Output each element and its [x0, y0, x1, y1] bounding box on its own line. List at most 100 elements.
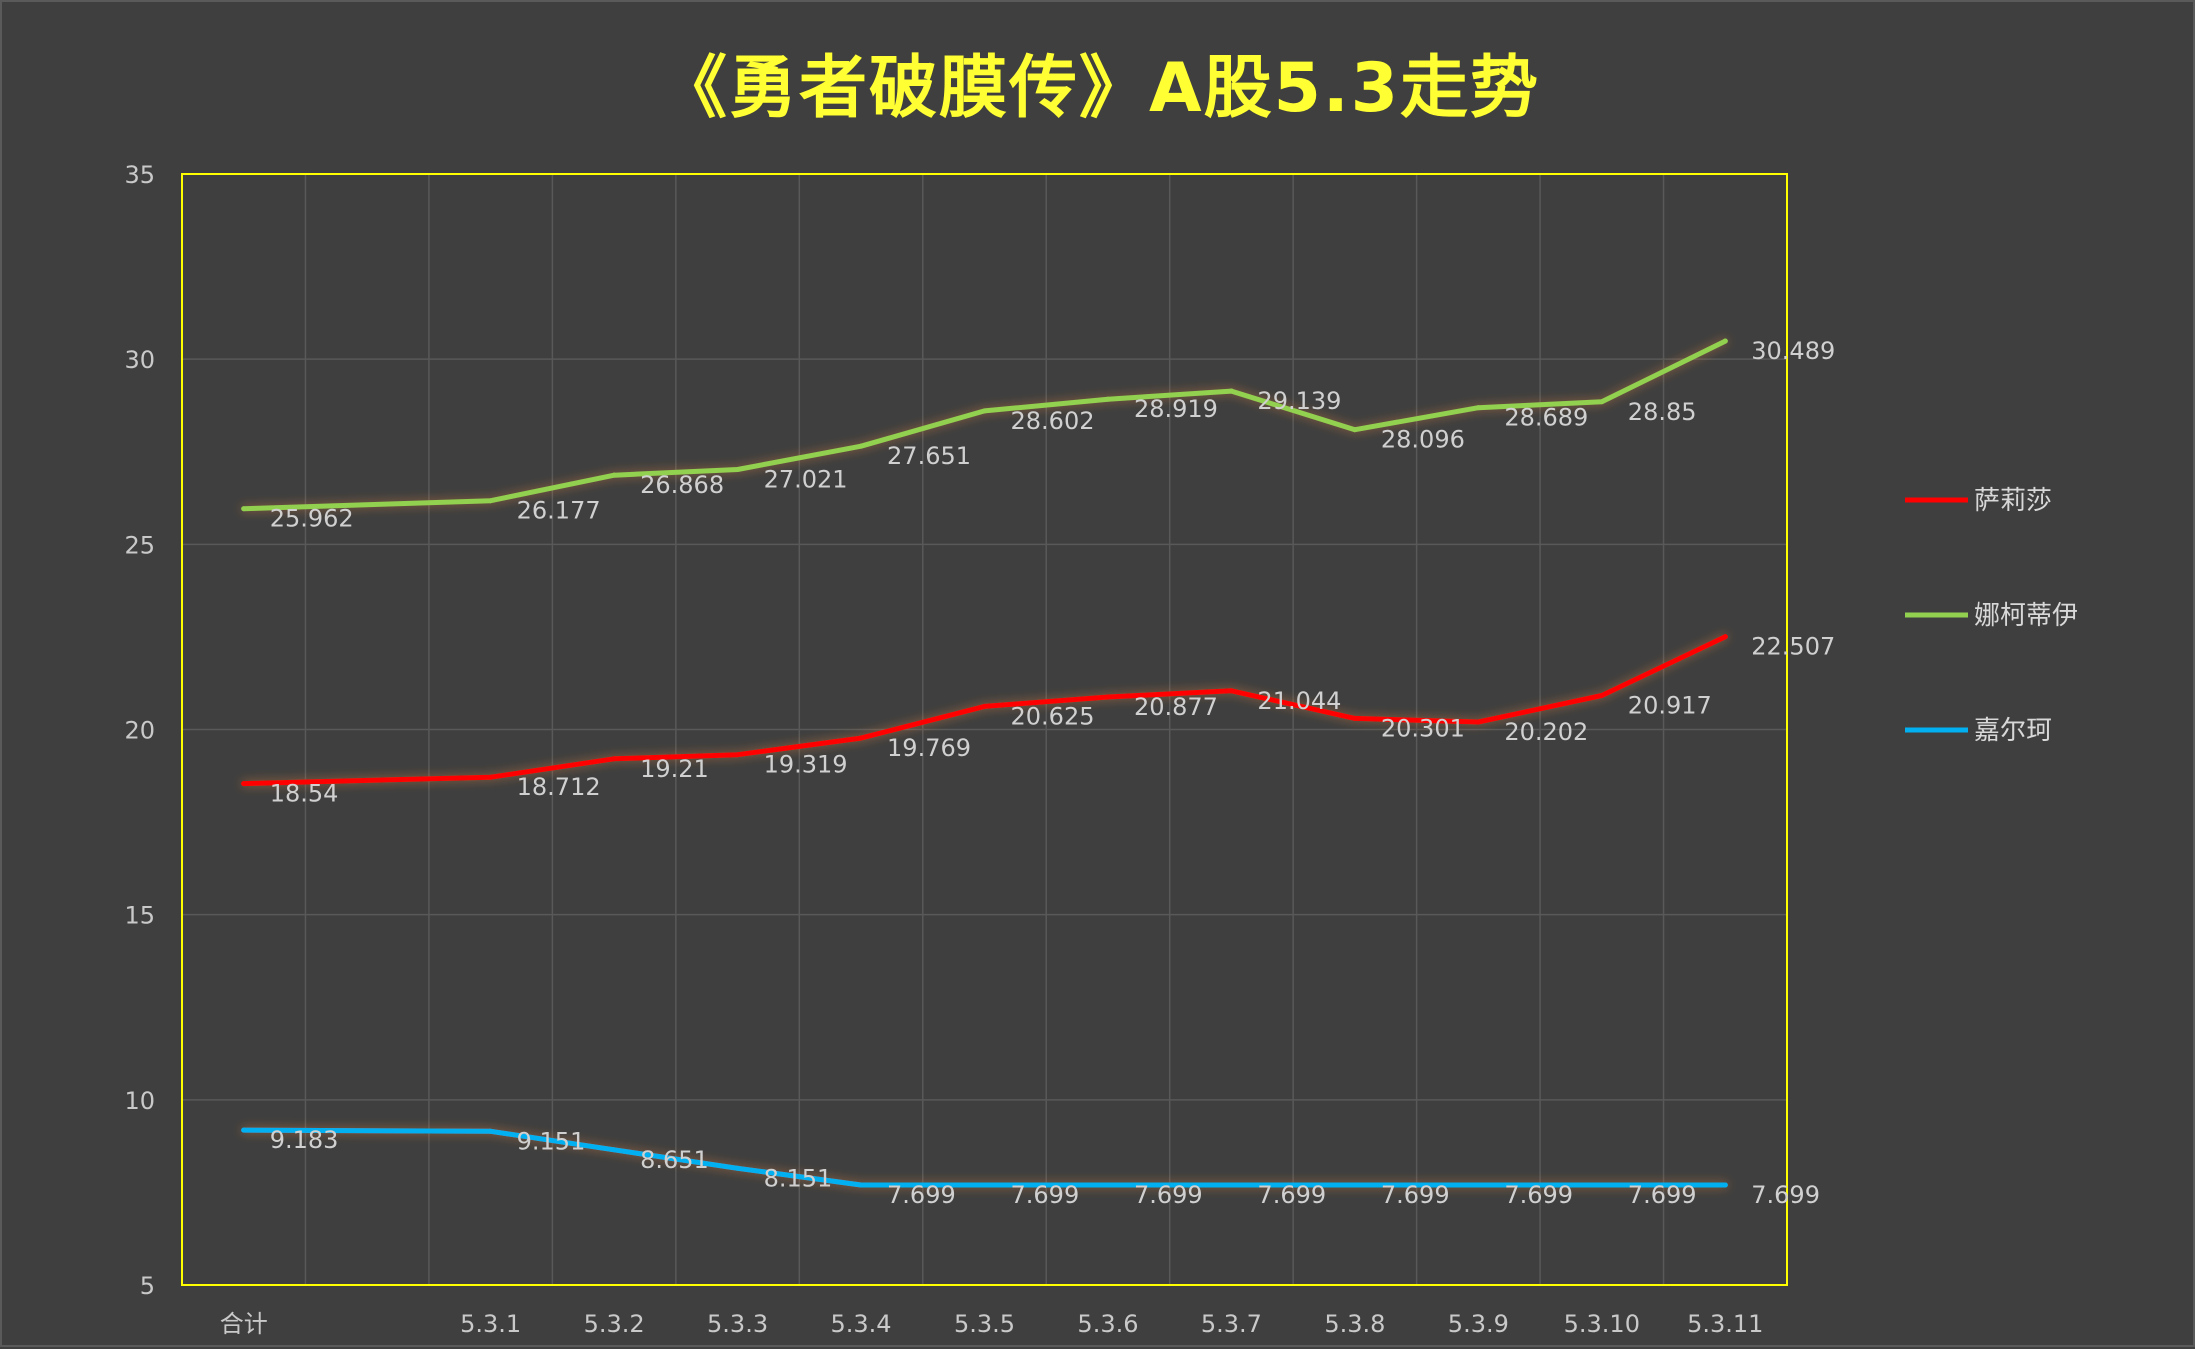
data-label: 7.699 [1628, 1181, 1697, 1209]
data-point [241, 1127, 247, 1133]
y-tick-label: 30 [124, 346, 155, 374]
data-label: 28.85 [1628, 398, 1697, 426]
x-tick-label: 5.3.4 [830, 1310, 891, 1338]
x-tick-label: 5.3.11 [1687, 1310, 1763, 1338]
data-point [1352, 427, 1358, 433]
data-label: 19.769 [887, 734, 971, 762]
data-label: 22.507 [1751, 633, 1835, 661]
data-point [735, 466, 741, 472]
y-tick-label: 15 [124, 902, 155, 930]
data-label: 20.877 [1134, 693, 1218, 721]
data-label: 19.21 [640, 755, 709, 783]
data-point [1105, 396, 1111, 402]
y-tick-label: 20 [124, 717, 155, 745]
data-label: 28.919 [1134, 395, 1218, 423]
data-point [982, 1182, 987, 1188]
x-tick-label: 5.3.7 [1201, 1310, 1262, 1338]
data-point [1228, 688, 1234, 694]
data-label: 27.021 [764, 465, 848, 493]
data-label: 7.699 [1504, 1181, 1573, 1209]
x-tick-label: 5.3.8 [1324, 1310, 1385, 1338]
series-line-0 [241, 634, 1728, 787]
y-tick-label: 5 [140, 1272, 155, 1300]
data-point [1228, 1182, 1234, 1188]
data-label: 28.689 [1504, 404, 1588, 432]
x-tick-label: 5.3.5 [954, 1310, 1015, 1338]
data-label: 7.699 [1751, 1181, 1820, 1209]
data-point [1105, 694, 1111, 700]
legend-label-2: 嘉尔珂 [1974, 716, 2052, 746]
data-point [1722, 1182, 1728, 1188]
data-label: 19.319 [764, 751, 848, 779]
x-tick-label: 5.3.2 [584, 1310, 645, 1338]
data-point [735, 752, 741, 758]
x-tick-label: 5.3.3 [707, 1310, 768, 1338]
series-line-2 [241, 1127, 1728, 1188]
data-point [1228, 388, 1234, 394]
data-point [611, 1147, 617, 1153]
data-point [1352, 715, 1358, 721]
data-point [1352, 1182, 1358, 1188]
data-point [858, 1182, 864, 1188]
series-line-1 [241, 338, 1728, 512]
data-label: 29.139 [1257, 387, 1341, 415]
data-label: 26.868 [640, 471, 724, 499]
plot-area-border [181, 173, 1788, 1286]
data-point [1722, 634, 1728, 640]
data-label: 7.699 [1257, 1181, 1326, 1209]
data-point [611, 472, 617, 478]
x-tick-label: 5.3.9 [1448, 1310, 1509, 1338]
data-label: 20.625 [1011, 702, 1095, 730]
data-label: 7.699 [887, 1181, 956, 1209]
data-label: 26.177 [517, 497, 601, 525]
data-point [1599, 1182, 1605, 1188]
data-label: 9.151 [517, 1127, 586, 1155]
data-point [241, 506, 247, 512]
data-point [1105, 1182, 1111, 1188]
y-tick-label: 10 [124, 1087, 155, 1115]
data-point [858, 735, 864, 741]
data-point [241, 781, 247, 787]
x-tick-label: 合计 [220, 1310, 268, 1338]
data-label: 30.489 [1751, 337, 1835, 365]
data-label: 20.301 [1381, 714, 1465, 742]
legend-label-1: 娜柯蒂伊 [1974, 601, 2078, 631]
data-label: 7.699 [1381, 1181, 1450, 1209]
data-point [1722, 338, 1728, 344]
data-point [1475, 405, 1481, 411]
data-point [858, 443, 864, 449]
data-label: 20.917 [1628, 692, 1712, 720]
data-label: 8.151 [764, 1164, 833, 1192]
data-label: 18.712 [517, 773, 601, 801]
data-point [735, 1165, 741, 1171]
data-label: 7.699 [1134, 1181, 1203, 1209]
data-label: 9.183 [270, 1126, 339, 1154]
x-tick-label: 5.3.6 [1077, 1310, 1138, 1338]
x-tick-label: 5.3.10 [1564, 1310, 1640, 1338]
data-label: 28.602 [1011, 407, 1095, 435]
data-point [1475, 1182, 1481, 1188]
data-label: 18.54 [270, 780, 339, 808]
data-label: 21.044 [1257, 687, 1341, 715]
data-point [488, 774, 494, 780]
data-point [611, 756, 617, 762]
legend-label-0: 萨莉莎 [1974, 486, 2052, 516]
data-label: 7.699 [1011, 1181, 1080, 1209]
data-label: 25.962 [270, 505, 354, 533]
data-label: 27.651 [887, 442, 971, 470]
y-tick-label: 35 [124, 161, 155, 189]
data-label: 28.096 [1381, 426, 1465, 454]
data-label: 20.202 [1504, 718, 1588, 746]
data-point [488, 498, 494, 504]
chart-title: 《勇者破膜传》A股5.3走势 [658, 49, 1541, 128]
data-point [982, 408, 987, 414]
data-point [488, 1128, 494, 1134]
data-point [1599, 399, 1605, 405]
data-label: 8.651 [640, 1146, 709, 1174]
data-point [982, 703, 987, 709]
x-tick-label: 5.3.1 [460, 1310, 521, 1338]
data-point [1599, 693, 1605, 699]
y-tick-label: 25 [124, 531, 155, 559]
